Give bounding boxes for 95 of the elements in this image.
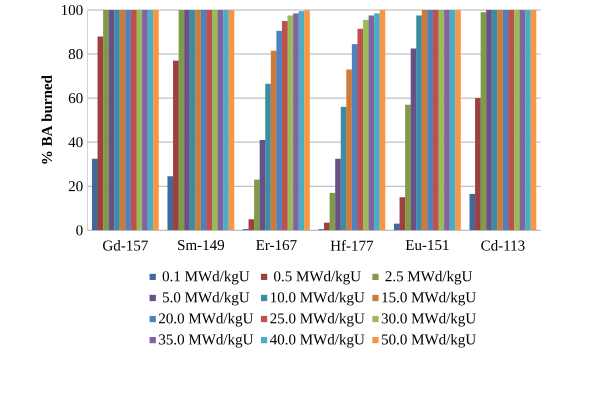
bar (136, 10, 142, 230)
bar (298, 11, 304, 230)
bar (276, 30, 282, 230)
bar (357, 28, 364, 230)
legend-label: 5.0 MWd/kgU (162, 292, 250, 306)
bar (450, 10, 456, 230)
bar (352, 44, 358, 230)
bar (380, 10, 386, 230)
bar (288, 16, 294, 230)
legend-label: 50.0 MWd/kgU (382, 334, 476, 348)
bar (335, 158, 341, 230)
bar (525, 10, 531, 230)
bar (400, 197, 406, 230)
bar (427, 10, 433, 230)
bar (218, 10, 224, 230)
bar (265, 84, 271, 230)
y-tick-label: 40 (68, 137, 83, 148)
y-tick-label: 80 (68, 48, 83, 60)
x-tick-label: Cd-113 (481, 240, 525, 251)
bar (167, 176, 174, 230)
bar (492, 10, 498, 230)
bar (444, 10, 450, 230)
bar (497, 10, 503, 230)
legend-label: 10.0 MWd/kgU (271, 292, 364, 306)
x-tick-label: Sm-149 (178, 240, 224, 250)
bar (228, 10, 234, 230)
bar (363, 20, 369, 230)
legend-label: 20.0 MWd/kgU (158, 312, 254, 327)
bar (416, 16, 422, 230)
bar (178, 10, 184, 230)
bar (200, 10, 206, 230)
bar (184, 10, 190, 230)
bar (130, 10, 137, 230)
legend-label: 2.5 MWd/kgU (386, 270, 472, 284)
bar (212, 10, 218, 230)
bar (422, 10, 428, 230)
bar (330, 192, 336, 230)
bar (469, 194, 476, 230)
bar (324, 222, 330, 230)
legend-label: 0.1 MWd/kgU (162, 270, 250, 284)
bar (120, 10, 126, 230)
x-tick-label: Gd-157 (103, 240, 148, 251)
x-tick-label: Eu-151 (406, 240, 449, 250)
bar (103, 10, 109, 230)
x-tick-label: Hf-177 (330, 240, 374, 251)
bar (405, 104, 411, 230)
bar (394, 224, 400, 230)
bar (293, 13, 299, 230)
legend-label: 0.5 MWd/kgU (274, 270, 361, 284)
bar (148, 10, 154, 230)
bar (304, 10, 310, 230)
bar (92, 158, 98, 230)
bar (248, 219, 254, 230)
y-tick-label: 100 (62, 4, 83, 16)
bar (508, 10, 514, 230)
bar (530, 10, 536, 230)
bar (254, 180, 260, 230)
y-tick-label: 60 (68, 93, 83, 104)
legend-label: 40.0 MWd/kgU (270, 334, 364, 348)
bar (108, 10, 114, 230)
legend-label: 25.0 MWd/kgU (270, 312, 364, 327)
bar (475, 98, 481, 230)
bar (173, 60, 179, 230)
bar (410, 48, 416, 230)
bar (432, 10, 439, 230)
bar (114, 10, 120, 230)
legend-label: 35.0 MWd/kgU (159, 334, 254, 348)
bar (206, 10, 212, 230)
bar (190, 10, 196, 230)
bar (260, 140, 266, 230)
bar (486, 10, 492, 230)
bar (125, 10, 131, 230)
bar (223, 10, 229, 230)
bar (438, 10, 444, 230)
legend-label: 15.0 MWd/kgU (382, 292, 476, 306)
bar (480, 12, 486, 230)
bar (153, 10, 159, 230)
y-tick-label: 20 (68, 181, 83, 192)
bar (514, 10, 520, 230)
x-tick-label: Er-167 (256, 240, 297, 250)
bar (282, 21, 288, 230)
y-axis-title: % BA burned (41, 75, 52, 164)
bar (520, 10, 526, 230)
bar (455, 10, 461, 230)
bar (195, 10, 201, 230)
bar (270, 50, 276, 230)
bar (374, 13, 380, 230)
legend-label: 30.0 MWd/kgU (382, 312, 476, 327)
bar (142, 10, 148, 230)
bar (98, 36, 104, 230)
y-tick-label: 0 (76, 225, 83, 236)
bar (502, 10, 508, 230)
bar (368, 16, 374, 230)
bar (346, 69, 352, 230)
bar (340, 106, 346, 230)
